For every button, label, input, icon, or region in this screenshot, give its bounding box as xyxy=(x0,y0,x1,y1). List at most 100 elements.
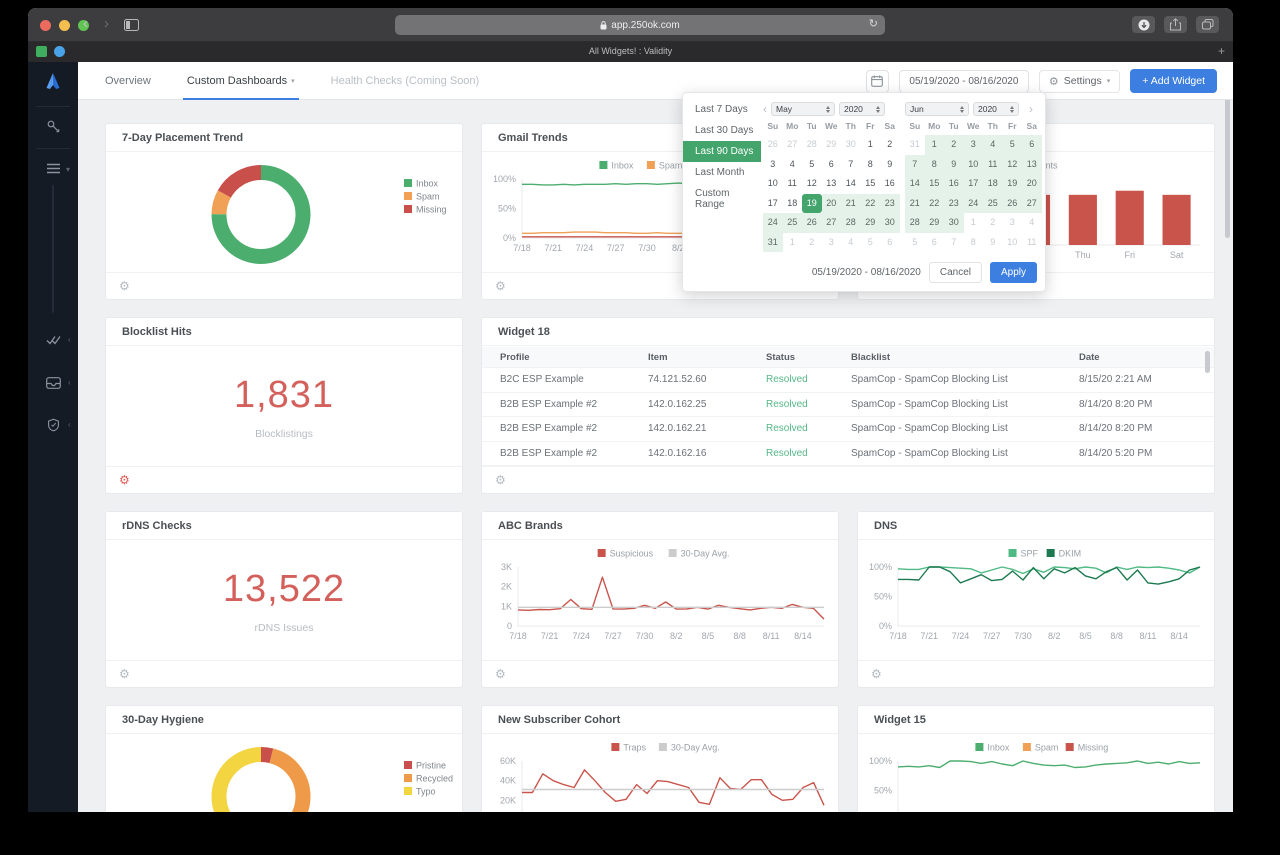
calendar-day[interactable]: 26 xyxy=(1002,193,1022,213)
table-scrollbar-thumb[interactable] xyxy=(1205,351,1210,373)
apply-button[interactable]: Apply xyxy=(989,262,1037,283)
calendar-day[interactable]: 12 xyxy=(806,178,817,188)
widget-settings-gear-icon[interactable]: ⚙ xyxy=(871,667,882,681)
calendar-day[interactable]: 8 xyxy=(970,236,976,247)
table-row[interactable]: B2C ESP Example 74.121.52.60 Resolved SpamC… xyxy=(482,368,1214,393)
settings-button[interactable]: ⚙ Settings ▾ xyxy=(1038,69,1121,93)
calendar-day[interactable]: 12 xyxy=(1002,154,1022,174)
bar-fri[interactable] xyxy=(1115,190,1144,245)
legend-item-pristine[interactable]: Pristine xyxy=(404,761,446,771)
calendar-day[interactable]: 5 xyxy=(867,236,873,247)
back-button[interactable]: ‹ xyxy=(83,15,88,32)
widget-settings-gear-icon[interactable]: ⚙ xyxy=(119,667,130,681)
downloads-button[interactable] xyxy=(1132,16,1155,33)
calendar-day[interactable]: 18 xyxy=(787,197,798,208)
calendar-day[interactable]: 27 xyxy=(1022,193,1042,213)
calendar-day[interactable]: 2 xyxy=(990,217,996,227)
calendar-day[interactable]: 13 xyxy=(1022,154,1042,174)
reload-icon[interactable]: ↻ xyxy=(868,17,878,30)
calendar-day[interactable]: 3 xyxy=(770,158,776,169)
calendar-day[interactable]: 23 xyxy=(880,193,900,213)
table-row[interactable]: B2B ESP Example #2 142.0.162.16 Resolved Sp… xyxy=(482,442,1214,466)
widget-settings-gear-icon[interactable]: ⚙ xyxy=(495,279,506,293)
calendar-day[interactable]: 9 xyxy=(887,158,893,169)
calendar-day[interactable]: 30 xyxy=(880,213,900,233)
calendar-day[interactable]: 20 xyxy=(1022,174,1042,194)
pinned-tab-favicon-2[interactable] xyxy=(54,46,65,57)
calendar-day[interactable]: 28 xyxy=(905,213,925,233)
calendar-day[interactable]: 6 xyxy=(1022,135,1042,155)
calendar-day[interactable]: 25 xyxy=(782,213,802,233)
calendar-day[interactable]: 15 xyxy=(865,178,876,188)
donut-segment-recycled[interactable] xyxy=(211,747,311,813)
calendar-day[interactable]: 28 xyxy=(806,139,817,149)
bar-thu[interactable] xyxy=(1068,194,1097,245)
legend-item-spam[interactable]: Spam xyxy=(646,161,683,171)
calendar-day[interactable]: 19 xyxy=(1002,174,1022,194)
year-select[interactable]: 2020 xyxy=(839,102,885,116)
legend-item-dkim[interactable]: DKIM xyxy=(1046,549,1082,559)
calendar-day[interactable]: 15 xyxy=(924,174,944,194)
legend-item-typo[interactable]: Typo xyxy=(404,787,436,797)
table-row[interactable]: B2B ESP Example #2 142.0.162.25 Resolved Sp… xyxy=(482,393,1214,417)
month-select[interactable]: May xyxy=(771,102,835,116)
calendar-day[interactable]: 10 xyxy=(963,154,983,174)
sidebar-item-key[interactable] xyxy=(28,114,78,138)
sidebar-item-checks[interactable] xyxy=(28,328,78,352)
legend-item-inbox[interactable]: Inbox xyxy=(599,161,634,171)
calendar-day[interactable]: 25 xyxy=(983,193,1003,213)
calendar-day[interactable]: 17 xyxy=(767,197,778,208)
datepicker-preset-last-month[interactable]: Last Month xyxy=(695,167,745,178)
calendar-day[interactable]: 29 xyxy=(826,139,837,149)
calendar-day[interactable]: 8 xyxy=(867,158,873,169)
calendar-day[interactable]: 9 xyxy=(990,236,996,247)
legend-item-spf[interactable]: SPF xyxy=(1008,549,1039,559)
calendar-day[interactable]: 11 xyxy=(983,154,1003,174)
month-select[interactable]: Jun xyxy=(905,102,969,116)
calendar-day[interactable]: 6 xyxy=(931,236,937,247)
calendar-day[interactable]: 1 xyxy=(867,139,873,149)
sidebar-item-shield[interactable] xyxy=(28,413,78,437)
calendar-day[interactable]: 7 xyxy=(848,158,854,169)
calendar-day[interactable]: 9 xyxy=(944,154,964,174)
calendar-day[interactable]: 27 xyxy=(787,139,798,149)
calendar-button[interactable] xyxy=(865,69,889,93)
calendar-day[interactable]: 24 xyxy=(763,213,783,233)
calendar-day[interactable]: 5 xyxy=(1002,135,1022,155)
cancel-button[interactable]: Cancel xyxy=(928,262,982,283)
calendar-day[interactable]: 19 xyxy=(802,193,822,213)
tabs-overview-button[interactable] xyxy=(1196,16,1219,33)
calendar-day[interactable]: 16 xyxy=(884,178,895,188)
calendar-day[interactable]: 5 xyxy=(912,236,918,247)
calendar-day[interactable]: 2 xyxy=(887,139,893,149)
calendar-day[interactable]: 23 xyxy=(944,193,964,213)
calendar-day[interactable]: 26 xyxy=(802,213,822,233)
legend-item-missing[interactable]: Missing xyxy=(404,205,447,215)
calendar-day[interactable]: 3 xyxy=(1009,217,1015,227)
close-button[interactable] xyxy=(40,20,51,31)
calendar-day[interactable]: 22 xyxy=(924,193,944,213)
date-range-input[interactable]: 05/19/2020 - 08/16/2020 xyxy=(898,69,1029,93)
calendar-day[interactable]: 10 xyxy=(767,178,778,188)
calendar-day[interactable]: 6 xyxy=(887,236,893,247)
calendar-day[interactable]: 22 xyxy=(860,193,880,213)
calendar-day[interactable]: 26 xyxy=(767,139,778,149)
calendar-day[interactable]: 4 xyxy=(789,158,795,169)
calendar-day[interactable]: 30 xyxy=(944,213,964,233)
sidebar-toggle-icon[interactable] xyxy=(124,18,139,36)
calendar-day[interactable]: 31 xyxy=(909,139,920,149)
donut-segment-typo[interactable] xyxy=(211,747,311,813)
calendar-day[interactable]: 21 xyxy=(905,193,925,213)
donut-segment-missing[interactable] xyxy=(211,165,311,264)
legend-item-30-day-avg-[interactable]: 30-Day Avg. xyxy=(658,743,720,753)
calendar-day[interactable]: 30 xyxy=(845,139,856,149)
calendar-day[interactable]: 7 xyxy=(951,236,957,247)
app-logo[interactable] xyxy=(28,68,78,94)
datepicker-preset-last-7-days[interactable]: Last 7 Days xyxy=(695,104,748,115)
calendar-day[interactable]: 28 xyxy=(841,213,861,233)
legend-item-30-day-avg-[interactable]: 30-Day Avg. xyxy=(668,549,730,559)
calendar-day[interactable]: 5 xyxy=(809,158,815,169)
calendar-day[interactable]: 18 xyxy=(983,174,1003,194)
next-month-icon[interactable]: › xyxy=(1029,102,1033,116)
legend-item-suspicious[interactable]: Suspicious xyxy=(597,549,654,559)
